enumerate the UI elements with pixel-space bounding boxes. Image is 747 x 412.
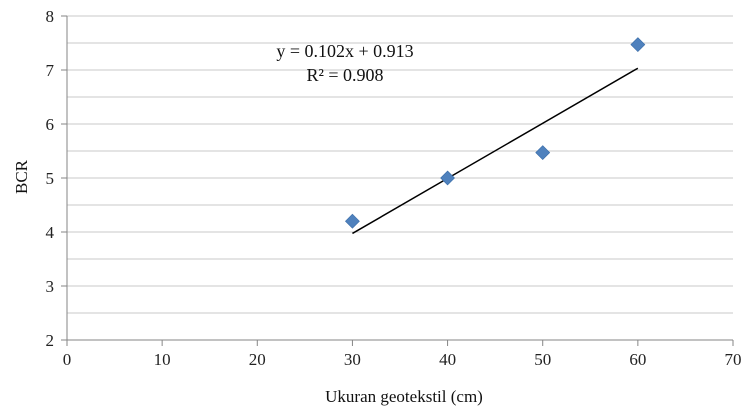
- y-tick-label: 8: [46, 7, 55, 26]
- y-tick-label: 2: [46, 331, 55, 350]
- x-tick-label: 30: [344, 350, 361, 369]
- x-tick-label: 70: [725, 350, 742, 369]
- y-tick-label: 3: [46, 277, 55, 296]
- tick-labels: 0 10 20 30 40 50 60 70 2 3 4 5 6 7 8: [46, 7, 742, 369]
- y-axis-title: BCR: [12, 159, 31, 194]
- data-point: [535, 145, 551, 161]
- x-tick-label: 50: [534, 350, 551, 369]
- y-tick-label: 5: [46, 169, 55, 188]
- data-point: [440, 170, 455, 186]
- x-tick-label: 60: [629, 350, 646, 369]
- r-squared-label: R² = 0.908: [306, 65, 383, 85]
- data-point: [630, 37, 646, 53]
- y-tick-label: 4: [46, 223, 55, 242]
- gridlines: [67, 15, 733, 314]
- trendline-equation: y = 0.102x + 0.913: [276, 41, 413, 61]
- x-tick-label: 10: [154, 350, 171, 369]
- trendline: [352, 67, 639, 235]
- x-tick-label: 40: [439, 350, 456, 369]
- trendline-layer: [352, 67, 639, 235]
- y-tick-label: 6: [46, 115, 55, 134]
- data-point: [345, 213, 360, 229]
- x-tick-label: 20: [249, 350, 266, 369]
- y-tick-label: 7: [46, 61, 55, 80]
- x-axis-title: Ukuran geotekstil (cm): [325, 387, 483, 406]
- x-tick-label: 0: [63, 350, 72, 369]
- data-points: [345, 37, 646, 229]
